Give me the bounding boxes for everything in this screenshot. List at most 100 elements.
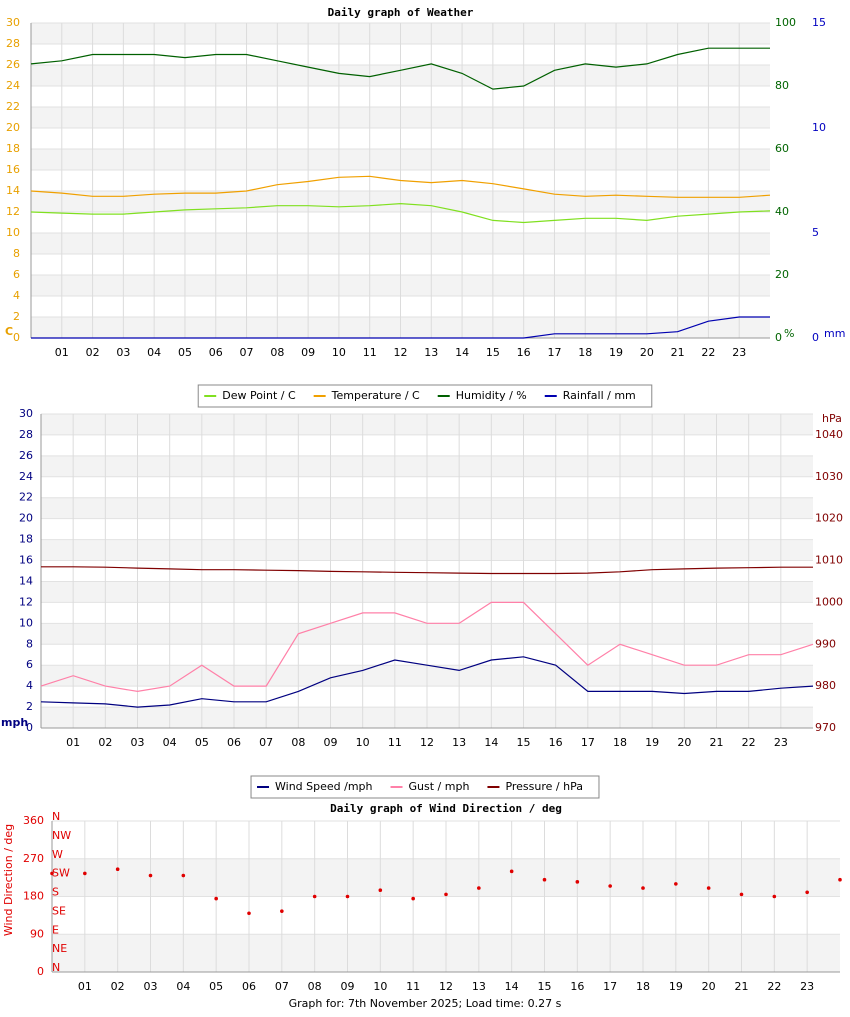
point <box>739 892 744 897</box>
legend: Wind Speed /mph Gust / mph Pressure / hPa <box>250 775 600 799</box>
compass-label: S <box>52 886 59 899</box>
x-tick-label: 11 <box>388 736 402 749</box>
x-tick-label: 18 <box>613 736 627 749</box>
x-tick-label: 15 <box>517 736 531 749</box>
x-tick-label: 19 <box>669 980 683 993</box>
y2-axis-label: hPa <box>822 412 842 425</box>
point <box>509 869 514 874</box>
x-tick-label: 19 <box>609 346 623 359</box>
legend: Dew Point / C Temperature / C Humidity / %… <box>197 384 653 408</box>
compass-label: NW <box>52 829 71 842</box>
y2-tick-label: 1020 <box>815 512 843 525</box>
x-tick-label: 12 <box>394 346 408 359</box>
legend-label: Wind Speed /mph <box>275 780 373 793</box>
x-tick-label: 22 <box>701 346 715 359</box>
y3-tick-label: 0 <box>812 331 819 344</box>
x-tick-label: 17 <box>547 346 561 359</box>
y-tick-label: 16 <box>6 163 20 176</box>
x-tick-label: 03 <box>131 736 145 749</box>
x-tick-label: 05 <box>195 736 209 749</box>
x-tick-label: 03 <box>116 346 130 359</box>
x-tick-label: 17 <box>603 980 617 993</box>
series-line <box>30 202 771 224</box>
point <box>378 888 383 893</box>
y-tick-label: 2 <box>13 310 20 323</box>
x-tick-label: 07 <box>259 736 273 749</box>
chart-title: Daily graph of Wind Direction / deg <box>330 802 562 815</box>
x-tick-label: 17 <box>581 736 595 749</box>
legend-box <box>197 384 653 408</box>
point <box>608 884 612 888</box>
point <box>444 892 448 897</box>
y-tick-label: 22 <box>6 100 20 113</box>
point <box>50 871 54 876</box>
x-tick-label: 10 <box>373 980 387 993</box>
x-tick-label: 09 <box>301 346 315 359</box>
point <box>83 871 87 876</box>
series-line <box>40 601 814 693</box>
y-tick-label: 14 <box>19 574 33 587</box>
series-line <box>40 656 814 708</box>
y3-tick-label: 15 <box>812 16 826 29</box>
y-tick-label: 8 <box>13 247 20 260</box>
compass-label: W <box>52 848 63 861</box>
x-tick-label: 16 <box>549 736 563 749</box>
point <box>181 873 186 878</box>
point <box>312 894 317 899</box>
y2-tick-label: 60 <box>775 142 789 155</box>
x-tick-label: 14 <box>505 980 519 993</box>
y-tick-label: 14 <box>6 184 20 197</box>
y-tick-label: 10 <box>6 226 20 239</box>
y-tick-label: 360 <box>23 814 44 827</box>
x-tick-label: 09 <box>324 736 338 749</box>
x-tick-label: 18 <box>636 980 650 993</box>
point <box>674 882 678 886</box>
y3-axis-label: mm <box>824 327 845 340</box>
legend-label: Dew Point / C <box>222 389 296 402</box>
y-tick-label: 90 <box>30 927 44 940</box>
series-line <box>30 47 770 90</box>
x-tick-label: 21 <box>671 346 685 359</box>
x-tick-label: 07 <box>275 980 289 993</box>
y-tick-label: 180 <box>23 890 44 903</box>
compass-label: NE <box>52 942 67 955</box>
x-tick-label: 21 <box>735 980 749 993</box>
legend-label: Gust / mph <box>409 780 470 793</box>
y-tick-label: 20 <box>6 121 20 134</box>
x-tick-label: 11 <box>406 980 420 993</box>
x-tick-label: 08 <box>308 980 322 993</box>
x-tick-label: 12 <box>420 736 434 749</box>
y-tick-label: 24 <box>6 79 20 92</box>
y3-tick-label: 5 <box>812 226 819 239</box>
legend-label: Humidity / % <box>456 389 527 402</box>
y-tick-label: 2 <box>26 700 33 713</box>
y-axis-label: Wind Direction / deg <box>2 824 15 936</box>
y-tick-label: 22 <box>19 491 33 504</box>
y-tick-label: 30 <box>19 407 33 420</box>
x-tick-label: 08 <box>270 346 284 359</box>
x-tick-label: 01 <box>78 980 92 993</box>
x-tick-label: 07 <box>240 346 254 359</box>
y2-tick-label: 0 <box>775 331 782 344</box>
x-tick-label: 21 <box>710 736 724 749</box>
point <box>345 894 350 899</box>
y-tick-label: 4 <box>26 679 33 692</box>
y2-tick-label: 80 <box>775 79 789 92</box>
x-tick-label: 04 <box>147 346 161 359</box>
y2-tick-label: 990 <box>815 637 836 650</box>
y-tick-label: 24 <box>19 470 33 483</box>
x-tick-label: 11 <box>363 346 377 359</box>
y2-tick-label: 100 <box>775 16 796 29</box>
y-tick-label: 12 <box>6 205 20 218</box>
x-tick-label: 20 <box>640 346 654 359</box>
x-tick-label: 01 <box>55 346 69 359</box>
x-tick-label: 13 <box>472 980 486 993</box>
x-tick-label: 15 <box>538 980 552 993</box>
point <box>706 886 711 890</box>
x-tick-label: 23 <box>732 346 746 359</box>
x-tick-label: 06 <box>209 346 223 359</box>
legend-label: Pressure / hPa <box>505 780 583 793</box>
point <box>214 896 218 901</box>
